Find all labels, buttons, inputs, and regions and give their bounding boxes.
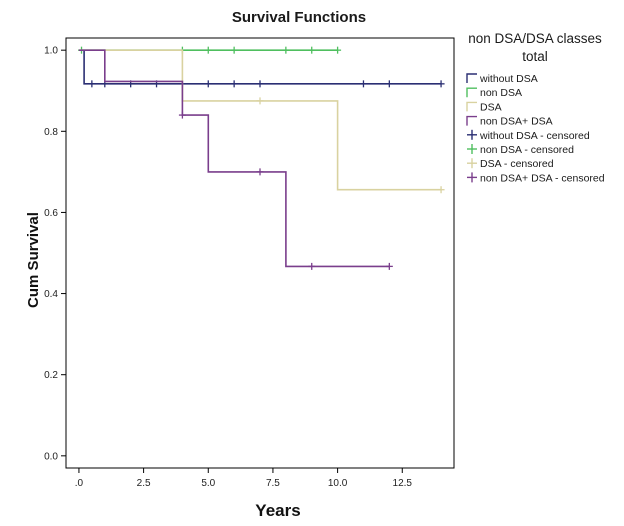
y-axis-label: Cum Survival (25, 212, 42, 308)
censored-marker (385, 80, 393, 88)
legend-entry-dsa-censored: DSA - censored (467, 158, 554, 170)
censored-marker (178, 111, 186, 119)
y-tick-label: 0.0 (44, 451, 58, 462)
legend-title-line-1: non DSA/DSA classes (468, 31, 602, 46)
legend-entry-without-dsa: without DSA (466, 73, 538, 85)
y-tick-label: 0.6 (44, 208, 58, 219)
censored-marker (230, 46, 238, 54)
legend-label: non DSA+ DSA (480, 116, 553, 128)
x-axis-ticks: .0 2.5 5.0 7.5 10.0 12.5 (75, 468, 413, 489)
legend-label: without DSA (479, 73, 538, 85)
x-tick-label: 10.0 (328, 478, 348, 489)
censored-marker (437, 186, 445, 194)
x-axis-label: Years (255, 501, 300, 520)
y-tick-label: 0.2 (44, 370, 58, 381)
legend-swatch (466, 73, 477, 83)
censored-marker (437, 80, 445, 88)
legend-label: DSA (480, 101, 502, 113)
legend-entry-non-dsa: non DSA (466, 87, 522, 99)
y-axis-ticks: 0.0 0.2 0.4 0.6 0.8 1.0 (44, 46, 66, 462)
legend-entries: without DSA non DSA DSA non DSA+ DSA without… (466, 73, 605, 184)
y-tick-label: 1.0 (44, 46, 58, 57)
survival-step-line (83, 50, 442, 85)
censored-marker (256, 97, 264, 105)
censored-marker (204, 80, 212, 88)
legend-swatch (466, 87, 477, 98)
series-layer (78, 46, 445, 270)
survival-step-line (78, 49, 390, 268)
legend-title-line-2: total (522, 49, 548, 64)
legend: non DSA/DSA classes total without DSA non… (466, 31, 605, 184)
x-tick-label: 5.0 (201, 478, 215, 489)
legend-label: DSA - censored (480, 158, 554, 170)
censored-marker (88, 80, 96, 88)
censored-marker (282, 46, 290, 54)
x-tick-label: .0 (75, 478, 84, 489)
censored-marker (308, 262, 316, 270)
legend-entry-non-dsa-dsa-censored: non DSA+ DSA - censored (467, 172, 605, 184)
censored-marker (334, 46, 342, 54)
series-dsa (78, 49, 445, 194)
legend-entry-without-dsa-censored: without DSA - censored (467, 129, 590, 142)
legend-entry-dsa: DSA (466, 101, 502, 113)
censored-marker (204, 46, 212, 54)
legend-label: without DSA - censored (479, 130, 590, 142)
legend-label: non DSA (480, 87, 522, 99)
legend-swatch (466, 115, 477, 126)
legend-swatch (466, 101, 477, 112)
censored-marker (385, 262, 393, 270)
censored-marker (256, 168, 264, 176)
x-tick-label: 12.5 (393, 478, 413, 489)
legend-label: non DSA+ DSA - censored (480, 172, 605, 184)
censored-marker (256, 80, 264, 88)
x-tick-label: 7.5 (266, 478, 280, 489)
x-tick-label: 2.5 (137, 478, 151, 489)
plot-frame (65, 37, 455, 469)
censored-marker (359, 80, 367, 88)
series-non-dsa-dsa (78, 49, 393, 270)
chart-title: Survival Functions (232, 9, 366, 26)
legend-entry-non-dsa-dsa: non DSA+ DSA (466, 115, 553, 128)
censored-marker (230, 80, 238, 88)
legend-label: non DSA - censored (480, 144, 574, 156)
y-tick-label: 0.8 (44, 127, 58, 138)
y-tick-label: 0.4 (44, 289, 58, 300)
censored-marker (308, 46, 316, 54)
legend-entry-non-dsa-censored: non DSA - censored (467, 144, 574, 156)
